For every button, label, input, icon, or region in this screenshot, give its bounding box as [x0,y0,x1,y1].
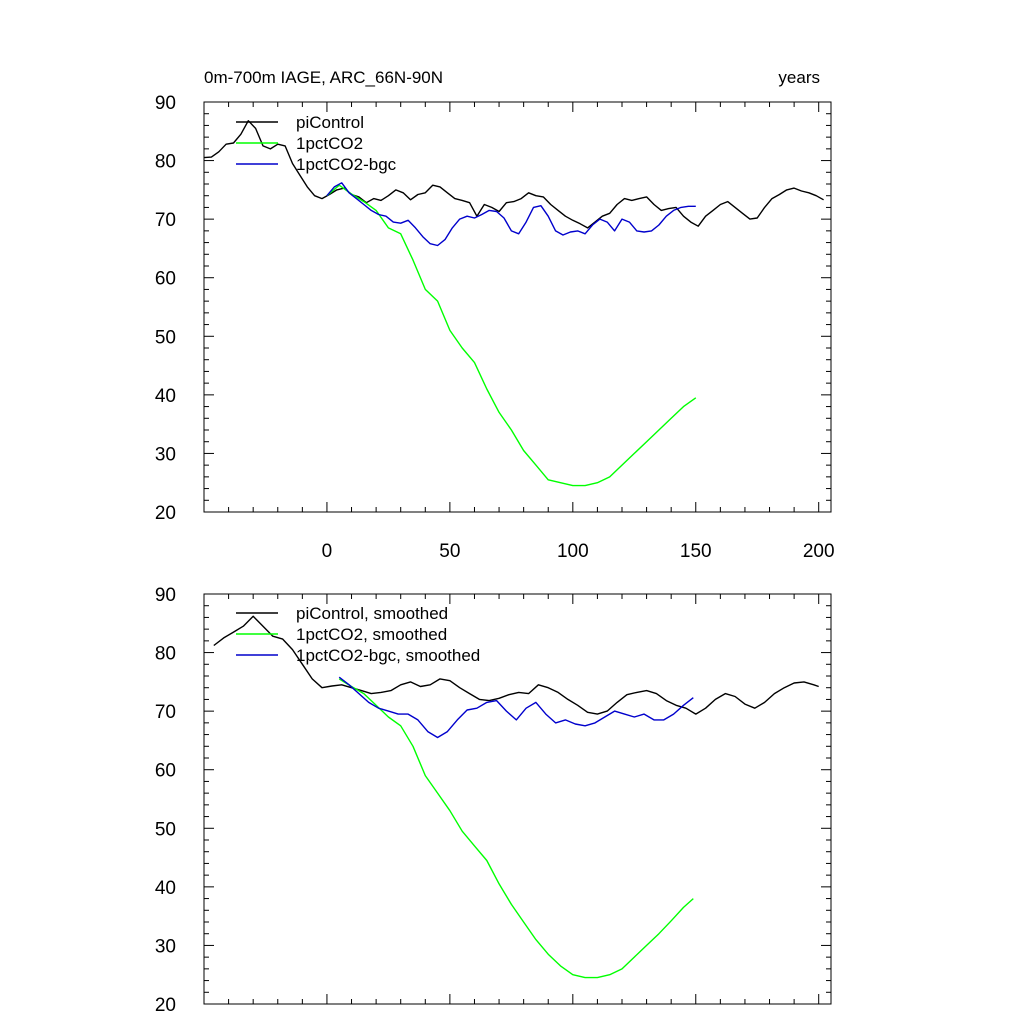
legend-label-1pctco2-smoothed: 1pctCO2, smoothed [296,625,447,644]
legend-label-1pctco2: 1pctCO2 [296,134,363,153]
series-lines [213,615,819,979]
legend-label-picontrol: piControl [296,113,364,132]
x-tick-label: 200 [803,541,835,562]
tick-marks [204,101,831,513]
series-line-1pctco2-bgc-smoothed [338,676,694,739]
y-tick-label: 70 [155,702,176,723]
y-tick-label: 80 [155,152,176,173]
series-line-1pctco2-bgc [326,182,696,247]
y-tick-label: 30 [155,444,176,465]
series-line-picontrol [203,120,824,229]
series-lines [203,120,824,487]
legend-label-1pctco2-bgc-smoothed: 1pctCO2-bgc, smoothed [296,646,480,665]
y-tick-label: 30 [155,936,176,957]
x-tick-label: 50 [439,541,460,562]
series-line-1pctco2-smoothed [338,678,694,979]
legend-label-picontrol-smoothed: piControl, smoothed [296,604,448,623]
y-tick-label: 90 [155,93,176,114]
top-chart-panel: 0m-700m IAGE, ARC_66N-90N years 20 30 40 50… [155,68,835,562]
y-tick-label: 70 [155,210,176,231]
y-tick-label: 20 [155,503,176,524]
x-tick-labels: 0 50 100 150 200 [322,541,835,562]
bottom-chart-panel: 20 30 40 50 60 70 80 90 piControl, smoothed 1pct… [155,585,832,1016]
series-line-picontrol-smoothed [213,615,819,715]
plot-frame [203,593,832,1005]
x-tick-label: 0 [322,541,333,562]
y-tick-label: 80 [155,644,176,665]
y-tick-label: 50 [155,819,176,840]
y-tick-label: 90 [155,585,176,606]
y-tick-labels: 20 30 40 50 60 70 80 90 [155,585,176,1016]
legend: piControl 1pctCO2 1pctCO2-bgc [236,113,397,174]
series-line-1pctco2 [326,184,697,487]
y-tick-label: 20 [155,995,176,1016]
legend: piControl, smoothed 1pctCO2, smoothed 1pct… [236,604,480,665]
chart-units-label: years [778,68,820,87]
y-tick-labels: 20 30 40 50 60 70 80 90 [155,93,176,524]
tick-marks [204,593,831,1005]
legend-label-1pctco2-bgc: 1pctCO2-bgc [296,155,397,174]
plot-frame [203,101,832,513]
chart-title: 0m-700m IAGE, ARC_66N-90N [204,68,443,87]
y-tick-label: 60 [155,761,176,782]
y-tick-label: 50 [155,327,176,348]
y-tick-label: 40 [155,878,176,899]
y-tick-label: 60 [155,269,176,290]
x-tick-label: 100 [557,541,589,562]
x-tick-label: 150 [680,541,712,562]
y-tick-label: 40 [155,386,176,407]
